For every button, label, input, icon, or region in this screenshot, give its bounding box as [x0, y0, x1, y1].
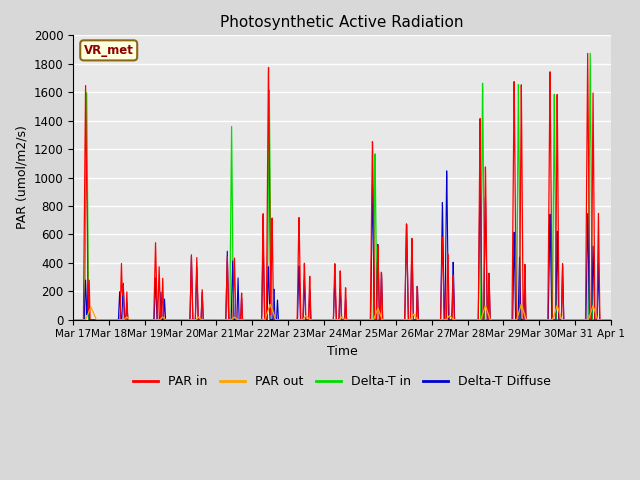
PAR out	[596, 317, 604, 323]
Delta-T in	[299, 317, 307, 323]
Line: PAR out: PAR out	[73, 304, 611, 320]
PAR in	[275, 317, 283, 323]
PAR in	[163, 317, 170, 323]
Delta-T in	[586, 50, 594, 56]
PAR in	[539, 317, 547, 323]
Delta-T Diffuse	[131, 317, 138, 323]
X-axis label: Time: Time	[326, 345, 357, 358]
PAR out	[299, 317, 307, 323]
Delta-T Diffuse	[163, 317, 170, 323]
Line: Delta-T Diffuse: Delta-T Diffuse	[73, 168, 611, 320]
Delta-T in	[163, 317, 170, 323]
Delta-T Diffuse	[539, 317, 547, 323]
Line: PAR in: PAR in	[73, 53, 611, 320]
PAR out	[69, 317, 77, 323]
Delta-T in	[275, 317, 283, 323]
PAR out	[607, 317, 615, 323]
PAR out	[131, 317, 138, 323]
Delta-T in	[607, 317, 615, 323]
PAR in	[131, 317, 138, 323]
Legend: PAR in, PAR out, Delta-T in, Delta-T Diffuse: PAR in, PAR out, Delta-T in, Delta-T Dif…	[128, 370, 556, 393]
PAR out	[163, 317, 170, 323]
PAR out	[539, 317, 547, 323]
Delta-T Diffuse	[476, 166, 484, 171]
Title: Photosynthetic Active Radiation: Photosynthetic Active Radiation	[220, 15, 464, 30]
Delta-T in	[69, 317, 77, 323]
Delta-T Diffuse	[275, 317, 283, 323]
Delta-T in	[596, 317, 604, 323]
PAR in	[596, 317, 604, 323]
Y-axis label: PAR (umol/m2/s): PAR (umol/m2/s)	[15, 126, 28, 229]
Delta-T Diffuse	[299, 317, 307, 323]
PAR out	[275, 317, 283, 323]
Line: Delta-T in: Delta-T in	[73, 53, 611, 320]
Delta-T in	[539, 317, 547, 323]
PAR in	[69, 317, 77, 323]
Delta-T Diffuse	[69, 317, 77, 323]
Delta-T in	[131, 317, 138, 323]
PAR in	[299, 317, 307, 323]
Text: VR_met: VR_met	[84, 44, 134, 57]
Delta-T Diffuse	[596, 317, 604, 323]
PAR in	[607, 317, 615, 323]
Delta-T Diffuse	[607, 317, 615, 323]
PAR in	[584, 50, 591, 56]
PAR out	[518, 301, 525, 307]
